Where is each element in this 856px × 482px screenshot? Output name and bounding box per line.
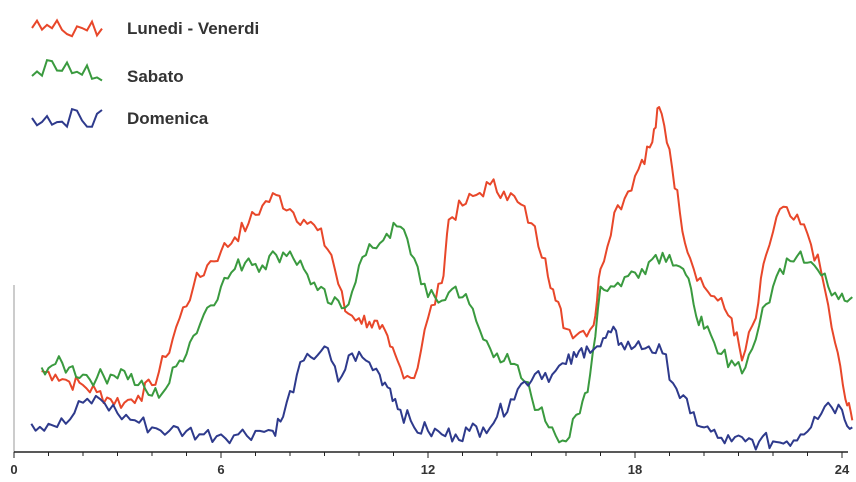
legend-swatch-1 (31, 59, 103, 82)
x-tick-label: 24 (835, 462, 850, 477)
x-tick-label: 18 (628, 462, 642, 477)
x-tick-label: 6 (217, 462, 224, 477)
x-axis: 0 6 12 18 24 (10, 285, 850, 477)
legend-label-2: Domenica (127, 109, 209, 128)
legend-swatch-0 (31, 18, 103, 38)
series-line-0 (41, 106, 854, 421)
legend: Lunedi - Venerdi Sabato Domenica (31, 18, 259, 129)
plot-area (30, 106, 854, 451)
legend-label-1: Sabato (127, 67, 184, 86)
legend-label-0: Lunedi - Venerdi (127, 19, 259, 38)
series-line-2 (30, 325, 853, 451)
x-tick-label: 0 (10, 462, 17, 477)
series-line-1 (40, 221, 853, 444)
legend-swatch-2 (31, 107, 103, 129)
x-tick-label: 12 (421, 462, 435, 477)
